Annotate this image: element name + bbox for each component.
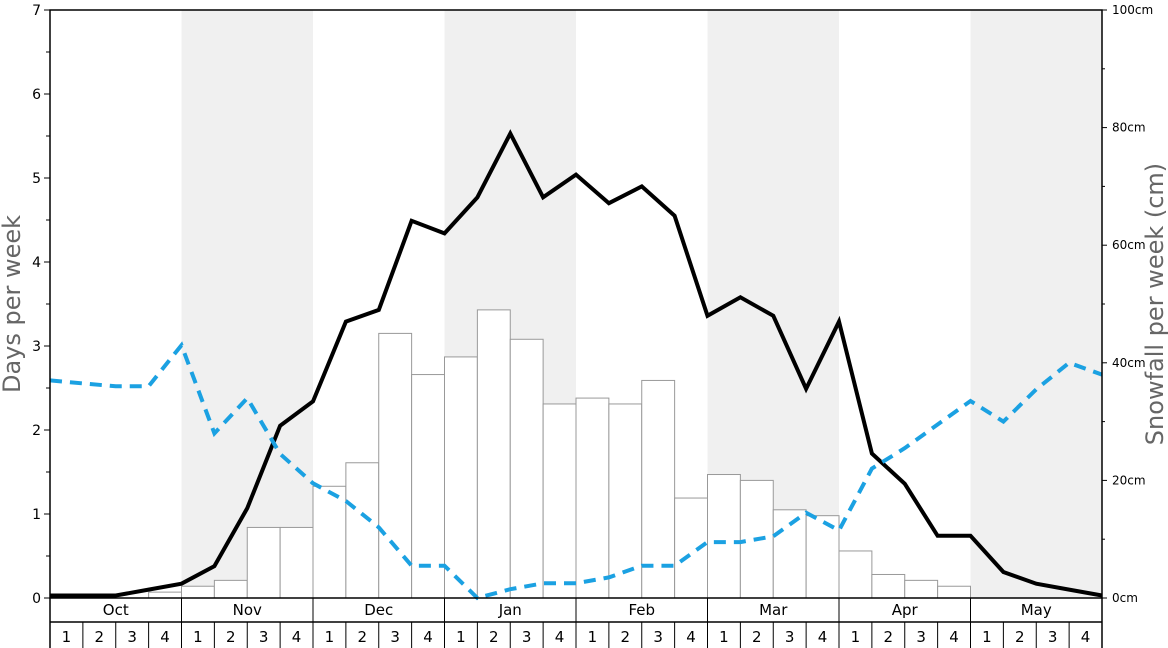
week-label: 4 <box>423 628 433 646</box>
month-label: Dec <box>364 601 393 619</box>
week-label: 3 <box>653 628 663 646</box>
week-label: 1 <box>982 628 992 646</box>
week-label: 2 <box>489 628 499 646</box>
snowfall-bar <box>444 356 478 599</box>
left-tick-label: 7 <box>32 3 41 19</box>
right-tick-label: 0cm <box>1112 591 1138 605</box>
week-label: 4 <box>949 628 959 646</box>
snowfall-bar <box>476 309 511 599</box>
month-label: May <box>1021 601 1052 619</box>
snowfall-bar <box>838 550 873 599</box>
right-tick-label: 80cm <box>1112 121 1146 135</box>
week-label: 4 <box>818 628 828 646</box>
left-tick-label: 3 <box>32 339 41 355</box>
snowfall-bar <box>805 515 840 599</box>
month-label: Mar <box>759 601 788 619</box>
left-tick-label: 1 <box>32 507 41 523</box>
week-label: 1 <box>193 628 203 646</box>
week-label: 3 <box>785 628 795 646</box>
week-label: 4 <box>292 628 302 646</box>
week-label: 2 <box>226 628 236 646</box>
snowfall-bar <box>213 579 248 599</box>
snowfall-bar <box>246 526 281 599</box>
week-label: 1 <box>456 628 466 646</box>
month-label: Feb <box>628 601 655 619</box>
snowfall-bar <box>542 403 577 599</box>
week-label: 2 <box>1015 628 1025 646</box>
snowfall-bars <box>148 309 971 599</box>
month-label: Jan <box>498 601 522 619</box>
axes <box>44 9 1107 648</box>
week-label: 4 <box>1081 628 1091 646</box>
snowfall-bar <box>707 474 741 599</box>
week-label: 3 <box>522 628 532 646</box>
month-label: Nov <box>233 601 262 619</box>
right-tick-label: 60cm <box>1112 238 1146 252</box>
week-label: 3 <box>127 628 137 646</box>
snowfall-bar <box>608 403 643 599</box>
week-label: 1 <box>851 628 861 646</box>
snowfall-bar <box>312 485 347 599</box>
left-tick-label: 5 <box>32 171 41 187</box>
week-label: 2 <box>621 628 631 646</box>
left-tick-label: 6 <box>32 87 41 103</box>
right-tick-label: 20cm <box>1112 473 1146 487</box>
snowfall-bar <box>181 585 215 599</box>
shade-may <box>970 10 1102 598</box>
dashed-line-series <box>49 341 1103 601</box>
month-label: Oct <box>103 601 129 619</box>
right-tick-label: 100cm <box>1112 3 1153 17</box>
week-label: 1 <box>325 628 335 646</box>
line-series <box>49 129 1103 601</box>
shade-nov <box>181 10 313 598</box>
y-axis-left-title: Days per week <box>0 215 26 393</box>
week-label: 2 <box>884 628 894 646</box>
week-label: 3 <box>1048 628 1058 646</box>
snowfall-bar <box>575 397 610 599</box>
snowfall-bar <box>378 332 413 599</box>
snowfall-bar <box>904 579 939 599</box>
snowfall-bar <box>509 338 544 599</box>
days-per-week-line <box>50 129 1103 598</box>
snowfall-bar <box>411 374 445 599</box>
week-label: 4 <box>555 628 565 646</box>
week-label: 3 <box>390 628 400 646</box>
week-label: 1 <box>588 628 598 646</box>
week-label: 1 <box>719 628 729 646</box>
right-tick-label: 40cm <box>1112 356 1146 370</box>
week-label: 1 <box>62 628 72 646</box>
snowfall-bar <box>937 585 971 599</box>
snowfall-bar <box>871 573 906 599</box>
week-label: 2 <box>752 628 762 646</box>
week-label: 4 <box>686 628 696 646</box>
left-tick-label: 0 <box>32 591 41 607</box>
left-tick-label: 2 <box>32 423 41 439</box>
week-label: 4 <box>160 628 170 646</box>
axis-labels: 0 1 2 3 4 5 6 7 0cm 20cm 40cm 60cm 80cm 100cm Oct 1 2 3 4 N… <box>32 3 1153 646</box>
y-axis-right-title: Snowfall per week (cm) <box>1141 163 1168 445</box>
week-label: 3 <box>916 628 926 646</box>
snowfall-bar <box>279 526 314 599</box>
month-shading <box>181 10 1102 598</box>
week-label: 3 <box>259 628 269 646</box>
week-label: 2 <box>95 628 105 646</box>
left-tick-label: 4 <box>32 255 41 271</box>
week-label: 2 <box>358 628 368 646</box>
snowfall-bar <box>345 462 380 599</box>
month-label: Apr <box>892 601 919 619</box>
snowfall-bar <box>148 591 182 599</box>
